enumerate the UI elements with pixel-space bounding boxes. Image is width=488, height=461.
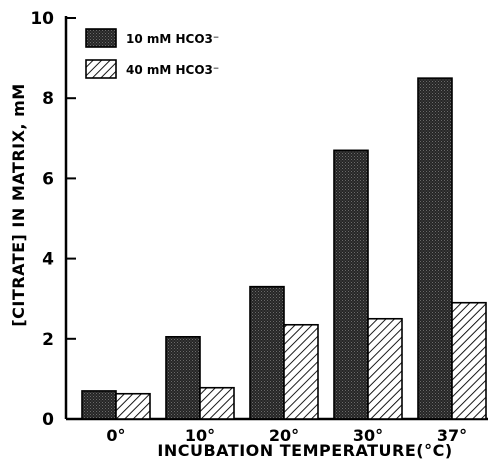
x-tick-label: 37° <box>437 426 467 445</box>
y-tick-label: 0 <box>42 410 54 430</box>
bars <box>81 77 487 420</box>
bar-series-10mm <box>417 77 453 420</box>
bar-series-10mm <box>81 390 117 420</box>
y-axis-title: [CITRATE] IN MATRIX, mM <box>9 83 28 326</box>
bar-series-40mm <box>199 386 235 420</box>
x-tick-label: 30° <box>353 426 383 445</box>
bar-series-10mm <box>249 285 285 420</box>
y-tick-label: 8 <box>42 89 54 109</box>
y-tick-label: 6 <box>42 169 54 189</box>
x-tick-label: 10° <box>185 426 215 445</box>
legend: 10 mM HCO3⁻ 40 mM HCO3⁻ <box>85 28 219 79</box>
y-axis: 0 2 4 6 8 10 <box>30 9 76 430</box>
legend-label: 10 mM HCO3⁻ <box>126 32 219 46</box>
legend-label: 40 mM HCO3⁻ <box>126 63 219 77</box>
x-tick-label: 0° <box>106 426 125 445</box>
bar-series-40mm <box>283 323 319 420</box>
bar-series-40mm <box>451 301 487 420</box>
bar-series-40mm <box>367 317 403 420</box>
y-tick-label: 4 <box>42 250 54 270</box>
legend-swatch <box>85 28 117 48</box>
bar-series-40mm <box>115 392 151 420</box>
y-tick-label: 10 <box>30 9 54 29</box>
y-tick-label: 2 <box>42 330 54 350</box>
bar-series-10mm <box>333 149 369 420</box>
legend-swatch <box>85 59 117 79</box>
x-axis-title: INCUBATION TEMPERATURE(°C) <box>157 441 452 460</box>
bar-series-10mm <box>165 335 201 420</box>
x-tick-label: 20° <box>269 426 299 445</box>
